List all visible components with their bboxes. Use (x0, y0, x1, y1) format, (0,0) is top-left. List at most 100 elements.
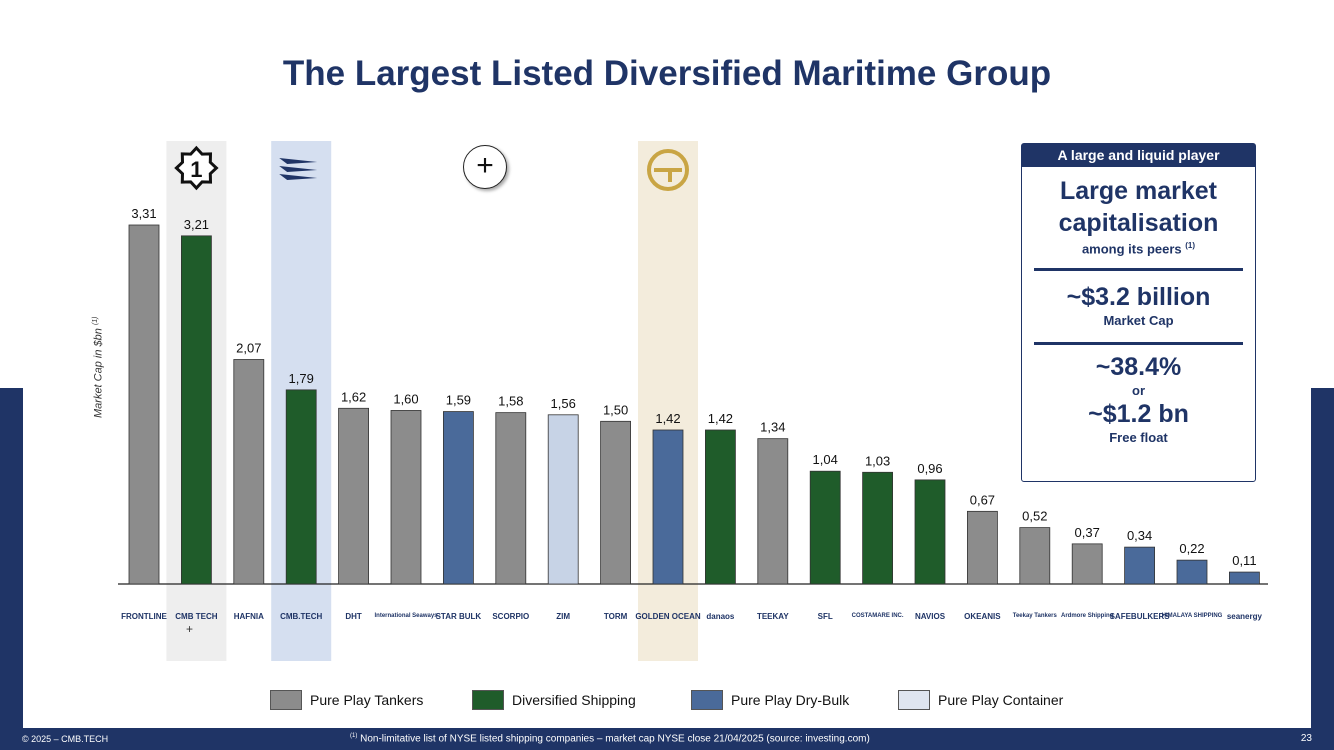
bar-0 (128, 224, 160, 585)
value-label-2: 2,07 (236, 340, 261, 355)
legend-label-drybulk: Pure Play Dry-Bulk (731, 692, 850, 708)
plus-icon: + (463, 145, 507, 189)
free-float-value: ~$1.2 bn (1088, 400, 1189, 429)
company-logo-9: TORM (603, 611, 628, 621)
legend-swatch-tanker (270, 690, 302, 710)
golden-ocean-icon-g (654, 168, 682, 182)
value-label-8: 1,56 (551, 396, 576, 411)
legend-item-drybulk: Pure Play Dry-Bulk (691, 690, 849, 710)
bar-1 (180, 235, 212, 585)
bar-18 (1071, 543, 1103, 585)
bar-11 (705, 429, 736, 585)
cmbtech-icon-stripe-0 (279, 158, 318, 164)
legend-swatch-container (898, 690, 930, 710)
chart-legend: Pure Play Tankers Diversified Shipping P… (0, 690, 1334, 712)
company-logo-0: FRONTLINE (121, 611, 167, 621)
legend-item-container: Pure Play Container (898, 690, 1063, 710)
cap-subtitle-note: (1) (1185, 241, 1196, 250)
legend-item-tanker: Pure Play Tankers (270, 690, 423, 710)
footnote-text: Non-limitative list of NYSE listed shipp… (360, 733, 870, 745)
bar-20 (1176, 559, 1208, 585)
company-logo-15: NAVIOS (914, 611, 946, 621)
value-label-19: 0,34 (1127, 528, 1152, 543)
footnote-marker: (1) (350, 733, 358, 739)
badge-one-icon (174, 145, 219, 191)
company-logo-10: GOLDEN OCEAN (635, 611, 701, 621)
company-logo-13: SFL (817, 611, 833, 621)
value-label-11: 1,42 (708, 411, 733, 426)
company-logo-8: ZIM (556, 611, 571, 621)
value-label-20: 0,22 (1179, 541, 1204, 556)
bar-4 (338, 407, 370, 585)
plus-sign-logo: + (186, 622, 194, 636)
company-logo-5: International Seaways (374, 613, 438, 619)
value-label-3: 1,79 (289, 371, 314, 386)
company-logo-17: Teekay Tankers (1012, 613, 1057, 619)
value-label-15: 0,96 (917, 461, 942, 476)
value-label-17: 0,52 (1022, 509, 1047, 524)
company-logo-20: HIMALAYA SHIPPING (1161, 613, 1223, 619)
value-label-1: 3,21 (184, 217, 209, 232)
bar-5 (390, 410, 422, 585)
bar-17 (1019, 527, 1051, 585)
company-logo-14: COSTAMARE INC. (851, 613, 904, 619)
bar-3 (285, 389, 317, 585)
company-logo-7: SCORPIO (492, 611, 530, 621)
bar-19 (1124, 546, 1155, 585)
company-logo-11: danaos (706, 611, 735, 621)
page-number: 23 (1300, 733, 1312, 744)
value-label-18: 0,37 (1075, 525, 1100, 540)
bar-10 (652, 429, 684, 585)
free-float-label: Free float (1109, 430, 1168, 446)
cap-subtitle: among its peers (1) (1022, 241, 1255, 256)
value-label-6: 1,59 (446, 393, 471, 408)
bar-8 (547, 414, 579, 585)
free-float-percent: ~38.4% (1095, 353, 1182, 382)
cap-title-line2: capitalisation (1058, 209, 1219, 237)
info-box: A large and liquid player Large market c… (1021, 143, 1256, 482)
info-divider-1 (1034, 268, 1243, 272)
value-label-7: 1,58 (498, 394, 523, 409)
footnote: (1) Non-limitative list of NYSE listed s… (350, 733, 870, 744)
legend-swatch-drybulk (691, 690, 723, 710)
cap-subtitle-text: among its peers (1081, 241, 1182, 257)
value-label-4: 1,62 (341, 389, 366, 404)
value-label-0: 3,31 (131, 206, 156, 221)
bar-13 (809, 470, 841, 585)
legend-swatch-diversified (472, 690, 504, 710)
value-label-21: 0,11 (1232, 553, 1256, 568)
cap-title-line1: Large market (1059, 177, 1218, 205)
bar-21 (1229, 571, 1260, 585)
value-label-12: 1,34 (760, 420, 785, 435)
value-label-9: 1,50 (603, 402, 628, 417)
company-logo-18: Ardmore Shipping (1061, 613, 1114, 619)
company-logo-19: SAFEBULKERS (1109, 611, 1170, 621)
legend-label-diversified: Diversified Shipping (512, 692, 636, 708)
bar-2 (233, 359, 265, 585)
company-logo-1: CMB TECH (175, 611, 218, 621)
market-cap-value: ~$3.2 billion (1066, 283, 1211, 312)
company-logo-6: STAR BULK (435, 611, 482, 621)
company-logo-21: seanergy (1226, 611, 1262, 621)
cmbtech-icon-stripe-1 (279, 166, 318, 172)
cmbtech-icon-stripe-2 (279, 174, 318, 180)
company-logo-3: CMB.TECH (280, 611, 323, 621)
legend-label-tanker: Pure Play Tankers (310, 692, 424, 708)
value-label-16: 0,67 (970, 492, 995, 507)
bar-14 (862, 471, 893, 585)
market-cap-label: Market Cap (1103, 313, 1174, 329)
legend-label-container: Pure Play Container (938, 692, 1064, 708)
golden-ocean-icon-ring (647, 149, 689, 191)
company-logo-2: HAFNIA (233, 611, 264, 621)
page-title: The Largest Listed Diversified Maritime … (282, 54, 1052, 93)
bar-chart: 1 3,31 3,21 2,07 1,79 1,62 1,60 1,59 1,58 1,56 1,5… (118, 141, 1268, 661)
bar-12 (757, 438, 789, 585)
value-label-13: 1,04 (813, 452, 838, 467)
company-logo-16: OKEANIS (964, 611, 1001, 621)
company-logo-12: TEEKAY (756, 611, 789, 621)
bar-9 (600, 420, 631, 585)
bar-6 (442, 411, 474, 585)
legend-item-diversified: Diversified Shipping (472, 690, 636, 710)
bar-7 (495, 412, 527, 585)
value-label-5: 1,60 (393, 391, 418, 406)
